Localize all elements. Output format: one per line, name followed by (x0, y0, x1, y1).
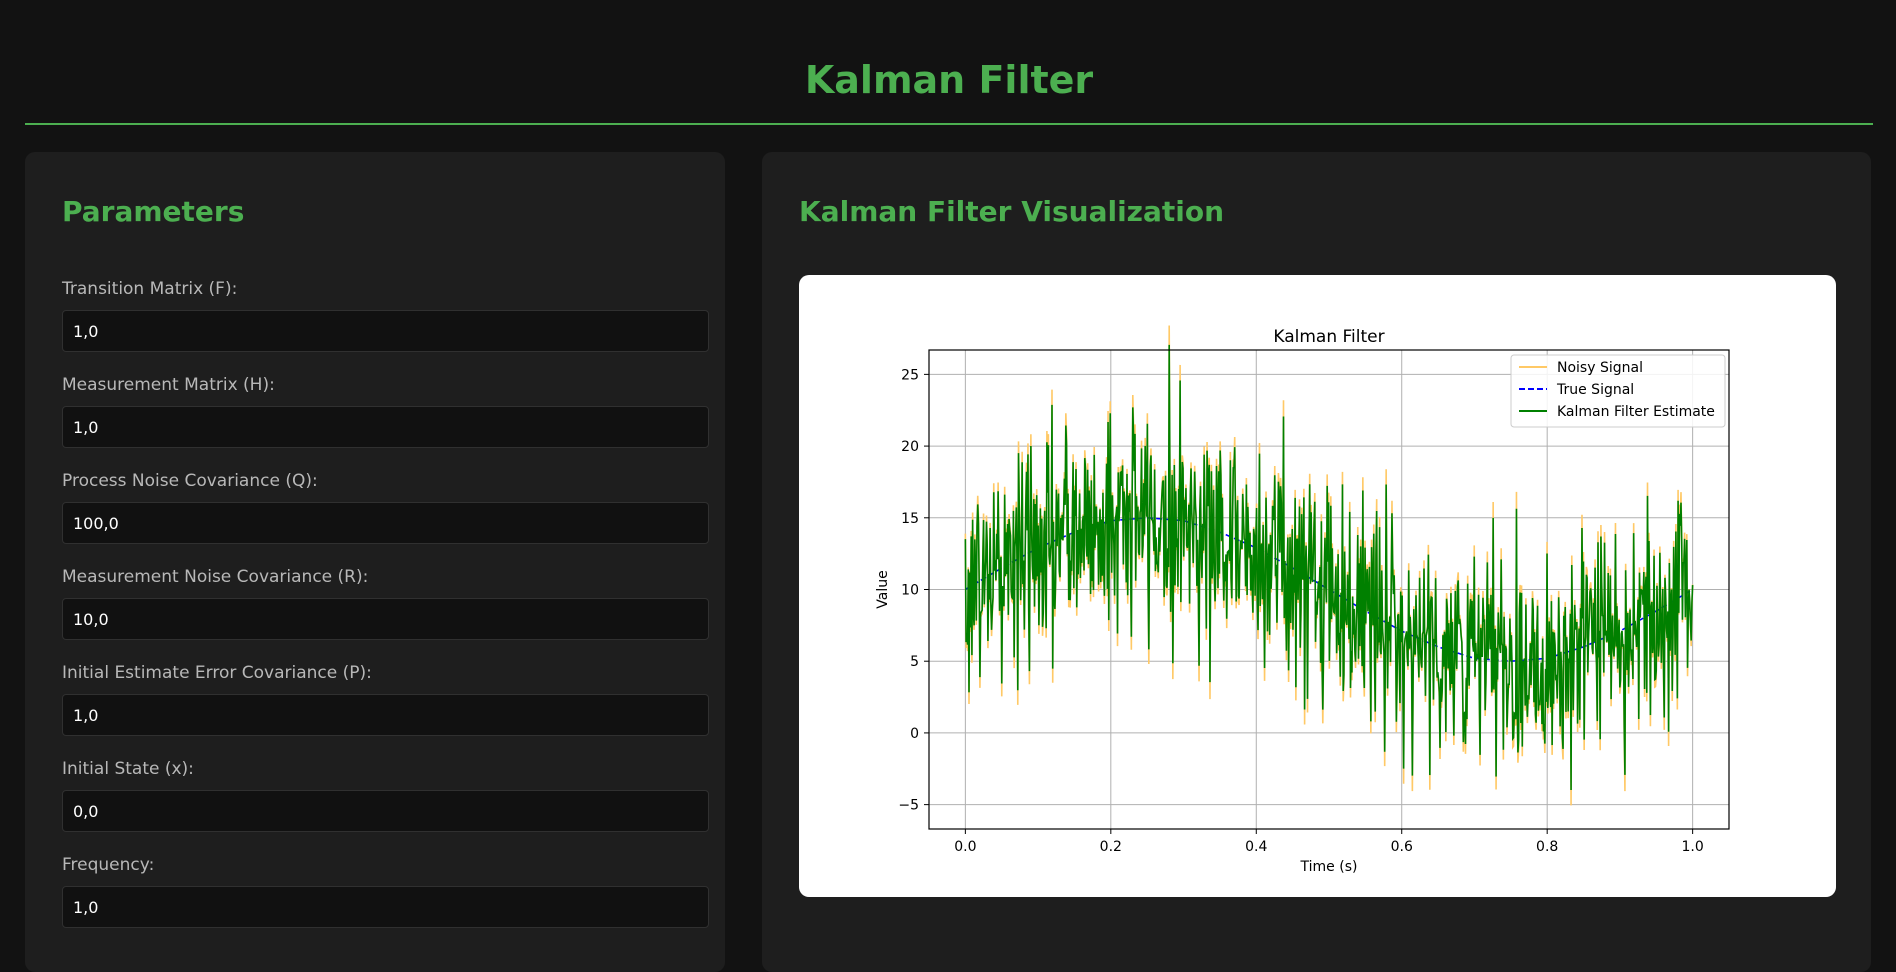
y-tick-label: 0 (910, 726, 919, 742)
x-tick-label: 0.4 (1245, 839, 1267, 855)
measurement-noise-input[interactable] (62, 598, 709, 640)
initial-state-label: Initial State (x): (62, 759, 194, 779)
parameters-panel: Parameters Transition Matrix (F): Measur… (25, 152, 725, 972)
measurement-matrix-label: Measurement Matrix (H): (62, 375, 275, 395)
chart-legend: Noisy Signal True Signal Kalman Filter E… (1510, 354, 1726, 428)
initial-error-covariance-input[interactable] (62, 694, 709, 736)
x-tick-label: 0.8 (1536, 839, 1558, 855)
frequency-input[interactable] (62, 886, 709, 928)
chart-title: Kalman Filter (1273, 327, 1384, 347)
app-title: Kalman Filter (804, 58, 1094, 102)
kalman-chart: 0.0 0.2 0.4 0.6 0.8 1.0 −5 0 5 10 15 20 25 Kalman Fi… (875, 325, 1730, 875)
y-tick-label: −5 (898, 798, 919, 814)
process-noise-input[interactable] (62, 502, 709, 544)
y-axis-label: Value (875, 570, 891, 608)
kalman-estimate-line (964, 344, 1694, 790)
initial-state-input[interactable] (62, 790, 709, 832)
visualization-panel: Kalman Filter Visualization 0.0 0.2 0.4 0.6… (762, 152, 1871, 972)
measurement-matrix-input[interactable] (62, 406, 709, 448)
initial-error-covariance-label: Initial Estimate Error Covariance (P): (62, 663, 372, 683)
legend-true-label: True Signal (1556, 382, 1634, 398)
legend-noisy-label: Noisy Signal (1557, 360, 1643, 376)
parameters-title: Parameters (62, 195, 245, 228)
process-noise-label: Process Noise Covariance (Q): (62, 471, 318, 491)
y-tick-label: 25 (901, 367, 919, 383)
x-axis-label: Time (s) (1300, 859, 1358, 875)
y-tick-label: 15 (901, 511, 919, 527)
legend-estimate-label: Kalman Filter Estimate (1557, 404, 1715, 420)
y-tick-label: 20 (901, 439, 919, 455)
x-tick-label: 0.0 (954, 839, 976, 855)
transition-matrix-label: Transition Matrix (F): (62, 279, 238, 299)
frequency-label: Frequency: (62, 855, 155, 875)
chart-card: 0.0 0.2 0.4 0.6 0.8 1.0 −5 0 5 10 15 20 25 Kalman Fi… (799, 275, 1836, 897)
visualization-title: Kalman Filter Visualization (799, 195, 1225, 228)
x-tick-label: 1.0 (1682, 839, 1704, 855)
transition-matrix-input[interactable] (62, 310, 709, 352)
y-tick-label: 10 (901, 583, 919, 599)
x-tick-label: 0.6 (1391, 839, 1413, 855)
measurement-noise-label: Measurement Noise Covariance (R): (62, 567, 369, 587)
app-header: Kalman Filter (25, 0, 1873, 125)
x-tick-label: 0.2 (1100, 839, 1122, 855)
y-tick-label: 5 (910, 654, 919, 670)
legend-box (1510, 354, 1726, 428)
